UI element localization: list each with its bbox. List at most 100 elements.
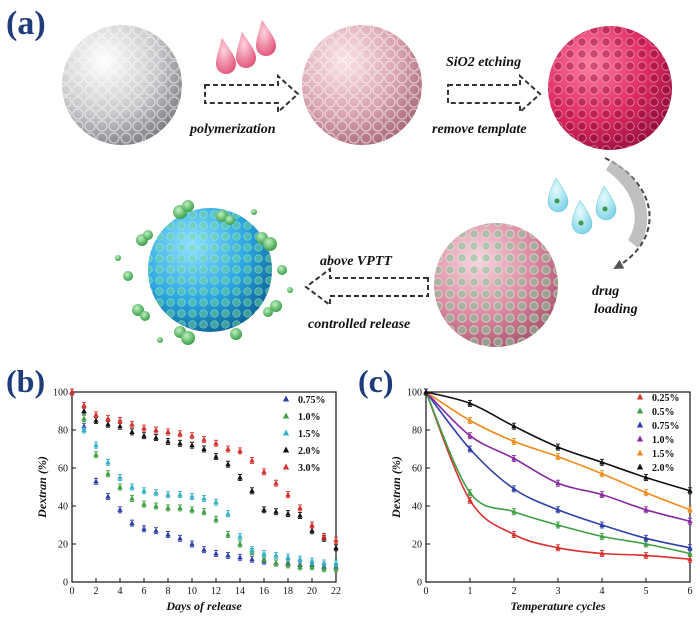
data-point (81, 415, 87, 421)
data-point (237, 541, 243, 547)
legend-marker (282, 463, 290, 470)
x-tick-label: 2 (512, 586, 517, 597)
data-point (249, 556, 255, 562)
x-tick-label: 10 (187, 586, 197, 597)
data-point (285, 510, 291, 516)
data-point (225, 552, 231, 558)
data-point (599, 459, 605, 465)
data-point (687, 556, 693, 562)
data-point (423, 389, 429, 395)
data-point (285, 554, 291, 560)
legend-marker (282, 446, 290, 453)
data-point (249, 457, 255, 463)
x-axis-label: Temperature cycles (510, 599, 606, 613)
silica-template-sphere (62, 25, 182, 145)
data-point (599, 522, 605, 528)
x-tick-label: 12 (211, 586, 221, 597)
x-tick-label: 4 (118, 586, 123, 597)
data-point (213, 499, 219, 505)
data-point (555, 480, 561, 486)
data-point (153, 434, 159, 440)
data-point (213, 550, 219, 556)
data-point (105, 470, 111, 476)
data-point (643, 552, 649, 558)
data-point (333, 537, 339, 543)
data-point (189, 541, 195, 547)
data-point (153, 489, 159, 495)
data-point (687, 544, 693, 550)
data-point (153, 427, 159, 433)
y-axis-label: Dextran (%) (35, 456, 49, 519)
data-point (467, 497, 473, 503)
panel-label-a: (a) (6, 5, 46, 42)
legend-marker (636, 421, 644, 428)
data-point (599, 470, 605, 476)
x-tick-label: 8 (166, 586, 171, 597)
data-point (687, 550, 693, 556)
data-point (93, 478, 99, 484)
data-point (261, 550, 267, 556)
plot-frame (71, 391, 337, 583)
data-point (333, 565, 339, 571)
data-point (141, 432, 147, 438)
x-tick-label: 1 (468, 586, 473, 597)
panel-label-c: (c) (358, 363, 394, 399)
step-controlled-release-label: controlled release (308, 317, 410, 332)
legend-marker (636, 449, 644, 456)
series-line (425, 391, 691, 492)
data-point (177, 440, 183, 446)
legend-marker (636, 435, 644, 442)
step-drug-label: drug (592, 284, 619, 299)
data-point (687, 506, 693, 512)
data-point (201, 495, 207, 501)
x-tick-label: 0 (424, 586, 429, 597)
data-point (333, 544, 339, 550)
x-tick-label: 2 (94, 586, 99, 597)
legend-label: 0.25% (652, 393, 680, 404)
data-point (129, 520, 135, 526)
data-point (467, 489, 473, 495)
data-point (201, 508, 207, 514)
data-point (165, 428, 171, 434)
data-point (129, 495, 135, 501)
data-point (321, 560, 327, 566)
data-point (189, 442, 195, 448)
y-tick-label: 80 (58, 426, 68, 437)
data-point (321, 533, 327, 539)
data-point (117, 417, 123, 423)
data-point (93, 417, 99, 423)
series-1.0% (423, 388, 693, 525)
data-point (117, 484, 123, 490)
legend-marker (282, 429, 290, 436)
data-point (81, 402, 87, 408)
data-point (117, 474, 123, 480)
data-point (105, 421, 111, 427)
data-point (105, 459, 111, 465)
y-tick-label: 80 (412, 426, 422, 437)
y-tick-label: 60 (58, 464, 68, 475)
data-point (511, 455, 517, 461)
data-point (177, 430, 183, 436)
data-point (273, 480, 279, 486)
series-0.75% (423, 388, 693, 552)
data-point (237, 447, 243, 453)
data-point (309, 522, 315, 528)
data-point (153, 527, 159, 533)
series-0.25% (423, 388, 693, 563)
data-point (189, 493, 195, 499)
data-point (261, 556, 267, 562)
x-tick-label: 14 (235, 586, 245, 597)
data-point (165, 504, 171, 510)
x-tick-label: 5 (644, 586, 649, 597)
data-point (599, 491, 605, 497)
series-line (425, 391, 691, 555)
data-point (129, 484, 135, 490)
schematic-panel: (a) polymerization SiO2 etching remove t… (6, 5, 672, 347)
data-point (225, 461, 231, 467)
data-point (105, 415, 111, 421)
data-point (261, 506, 267, 512)
x-tick-label: 22 (331, 586, 341, 597)
arrow-release-icon (304, 267, 429, 307)
